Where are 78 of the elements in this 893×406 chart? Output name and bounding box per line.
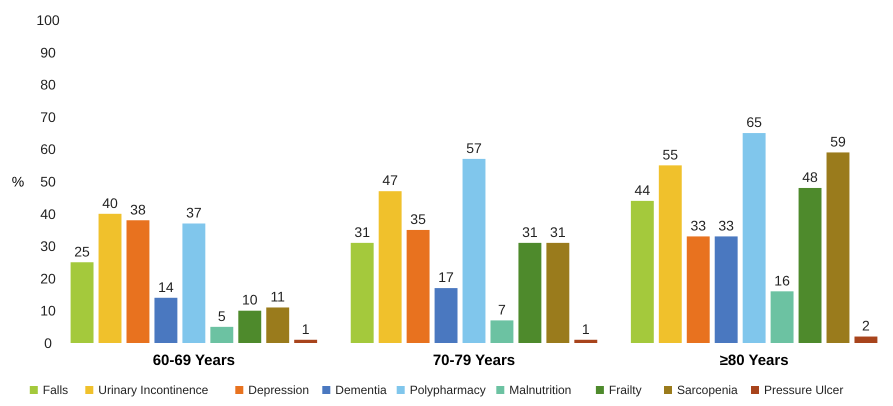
bar xyxy=(434,288,458,343)
bar xyxy=(350,242,374,343)
data-label: 1 xyxy=(302,320,310,337)
data-label: 48 xyxy=(802,168,818,185)
data-label: 35 xyxy=(410,210,426,227)
bar xyxy=(238,310,262,343)
data-label: 31 xyxy=(354,224,370,240)
y-tick-label: 100 xyxy=(36,12,60,28)
bar xyxy=(742,133,766,343)
bar xyxy=(714,236,738,343)
x-tick-label: ≥80 Years xyxy=(720,352,789,369)
data-label: 31 xyxy=(550,224,566,240)
bar xyxy=(98,214,122,343)
data-label: 44 xyxy=(634,182,650,198)
bar xyxy=(854,336,878,343)
data-label: 38 xyxy=(130,201,146,218)
bar xyxy=(826,152,850,343)
data-label: 31 xyxy=(522,224,538,240)
bar xyxy=(462,158,486,343)
bar xyxy=(546,242,570,343)
bar xyxy=(266,307,290,343)
legend-label: Dementia xyxy=(335,383,387,397)
legend-label: Sarcopenia xyxy=(677,383,738,397)
bar xyxy=(630,200,654,343)
bar xyxy=(154,298,178,343)
data-label: 37 xyxy=(186,204,202,220)
bar xyxy=(126,220,150,343)
y-tick-label: 10 xyxy=(40,302,56,319)
legend-label: Falls xyxy=(42,383,68,397)
x-tick-label: 60-69 Years xyxy=(152,352,236,369)
y-tick-label: 20 xyxy=(40,270,56,286)
y-tick-label: 70 xyxy=(40,108,56,125)
bar xyxy=(490,320,514,343)
data-label: 5 xyxy=(218,308,226,324)
bar xyxy=(658,165,682,343)
bar xyxy=(770,291,794,343)
data-label: 33 xyxy=(718,217,734,234)
data-label: 57 xyxy=(466,140,482,156)
bar xyxy=(210,326,234,343)
data-label: 47 xyxy=(382,172,398,188)
y-tick-label: 80 xyxy=(40,76,56,93)
bar xyxy=(518,242,542,343)
data-label: 10 xyxy=(242,292,258,308)
y-tick-label: 30 xyxy=(40,238,56,254)
bar xyxy=(406,230,430,343)
data-label: 65 xyxy=(746,114,762,130)
data-label: 25 xyxy=(74,243,90,260)
bar xyxy=(70,262,94,343)
data-label: 14 xyxy=(158,278,174,295)
y-tick-label: 40 xyxy=(40,206,56,222)
bar xyxy=(378,191,402,343)
y-tick-label: 50 xyxy=(40,174,56,190)
bar xyxy=(182,223,206,343)
bar xyxy=(294,340,318,343)
y-tick-label: 90 xyxy=(40,44,56,60)
y-tick-label: 0 xyxy=(44,335,52,351)
data-label: 7 xyxy=(498,301,506,318)
data-label: 11 xyxy=(270,288,286,304)
data-label: 17 xyxy=(438,269,454,286)
legend-label: Malnutrition xyxy=(509,383,572,397)
bar xyxy=(686,236,710,343)
legend-label: Polypharmacy xyxy=(410,383,486,397)
legend-label: Depression xyxy=(248,383,310,397)
legend-label: Frailty xyxy=(608,383,642,397)
data-label: 59 xyxy=(830,133,846,150)
y-axis-title: % xyxy=(12,174,24,190)
legend-label: Urinary Incontinence xyxy=(98,383,209,397)
data-label: 2 xyxy=(862,318,870,334)
data-label: 33 xyxy=(690,217,706,234)
data-label: 40 xyxy=(102,194,118,211)
legend-label: Pressure Ulcer xyxy=(764,383,844,397)
data-label: 1 xyxy=(582,320,590,337)
data-label: 16 xyxy=(774,272,790,288)
x-tick-label: 70-79 Years xyxy=(432,352,516,369)
bar xyxy=(574,340,598,343)
data-label: 55 xyxy=(662,146,678,162)
bar xyxy=(798,188,822,343)
y-tick-label: 60 xyxy=(40,141,56,158)
